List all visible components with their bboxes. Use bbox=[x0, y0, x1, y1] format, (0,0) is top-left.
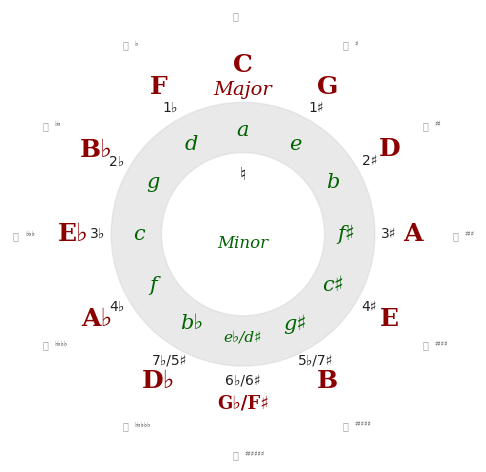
Text: c: c bbox=[134, 225, 145, 244]
Text: G: G bbox=[317, 76, 338, 100]
Text: A: A bbox=[403, 222, 422, 246]
Text: d: d bbox=[185, 135, 198, 154]
Text: 𝄞: 𝄞 bbox=[423, 341, 429, 351]
Text: e: e bbox=[289, 135, 301, 154]
Text: 6♭/6♯: 6♭/6♯ bbox=[225, 373, 261, 387]
Text: 4♭: 4♭ bbox=[109, 300, 124, 314]
Text: G♭/F♯: G♭/F♯ bbox=[217, 395, 269, 413]
Text: 𝄞: 𝄞 bbox=[233, 11, 239, 21]
Text: ♯: ♯ bbox=[354, 41, 358, 47]
Text: ♭♭: ♭♭ bbox=[54, 121, 61, 127]
Text: 𝄞: 𝄞 bbox=[233, 450, 239, 461]
Text: 𝄞: 𝄞 bbox=[343, 421, 348, 431]
Text: 3♭: 3♭ bbox=[89, 227, 104, 241]
Text: 7♭/5♯: 7♭/5♯ bbox=[153, 354, 188, 368]
Text: 𝄞: 𝄞 bbox=[423, 121, 429, 131]
Text: E: E bbox=[381, 307, 399, 331]
Text: a: a bbox=[237, 121, 249, 140]
Text: D♭: D♭ bbox=[141, 369, 175, 393]
Text: B♭: B♭ bbox=[80, 137, 113, 161]
Text: 𝄞: 𝄞 bbox=[13, 231, 19, 241]
Text: 1♯: 1♯ bbox=[308, 101, 324, 115]
Text: ♯♯: ♯♯ bbox=[435, 121, 442, 127]
Text: 2♯: 2♯ bbox=[362, 154, 377, 168]
Text: 𝄞: 𝄞 bbox=[343, 41, 348, 51]
Text: ♭♭♭: ♭♭♭ bbox=[25, 231, 35, 237]
Text: ♭♭♭♭♭: ♭♭♭♭♭ bbox=[135, 421, 151, 428]
Text: f♯: f♯ bbox=[338, 225, 356, 244]
Text: Minor: Minor bbox=[217, 235, 269, 252]
Text: ♮: ♮ bbox=[240, 166, 246, 184]
Text: 5♭/7♯: 5♭/7♯ bbox=[298, 354, 334, 368]
Text: e♭/d♯: e♭/d♯ bbox=[224, 331, 262, 345]
Text: 3♯: 3♯ bbox=[381, 227, 397, 241]
Text: c♯: c♯ bbox=[322, 277, 344, 295]
Text: C: C bbox=[233, 53, 253, 77]
Text: g: g bbox=[147, 173, 160, 192]
Text: 𝄞: 𝄞 bbox=[452, 231, 458, 241]
Text: D: D bbox=[379, 137, 400, 161]
Text: ♭♭♭♭: ♭♭♭♭ bbox=[54, 341, 68, 347]
Text: ♯♯♯♯♯♯: ♯♯♯♯♯♯ bbox=[244, 451, 265, 457]
Text: 𝄞: 𝄞 bbox=[123, 421, 129, 431]
Text: ♯♯♯♯♯: ♯♯♯♯♯ bbox=[354, 421, 371, 428]
Text: A♭: A♭ bbox=[81, 307, 112, 331]
Text: B: B bbox=[317, 369, 338, 393]
Text: 2♭: 2♭ bbox=[109, 154, 124, 168]
Text: f: f bbox=[150, 277, 157, 295]
Text: ♯♯♯: ♯♯♯ bbox=[464, 231, 474, 237]
Text: E♭: E♭ bbox=[58, 222, 89, 246]
Text: b♭: b♭ bbox=[180, 314, 203, 333]
Text: ♯♯♯♯: ♯♯♯♯ bbox=[435, 341, 449, 347]
Text: ♭: ♭ bbox=[135, 41, 138, 47]
Text: g♯: g♯ bbox=[283, 314, 307, 334]
Text: F: F bbox=[149, 76, 167, 100]
Text: Major: Major bbox=[214, 81, 272, 99]
Text: 𝄞: 𝄞 bbox=[42, 341, 48, 351]
Text: 4♯: 4♯ bbox=[362, 300, 377, 314]
Text: 𝄞: 𝄞 bbox=[123, 41, 129, 51]
Text: 1♭: 1♭ bbox=[162, 101, 178, 115]
Text: b: b bbox=[326, 173, 339, 192]
Text: 𝄞: 𝄞 bbox=[42, 121, 48, 131]
